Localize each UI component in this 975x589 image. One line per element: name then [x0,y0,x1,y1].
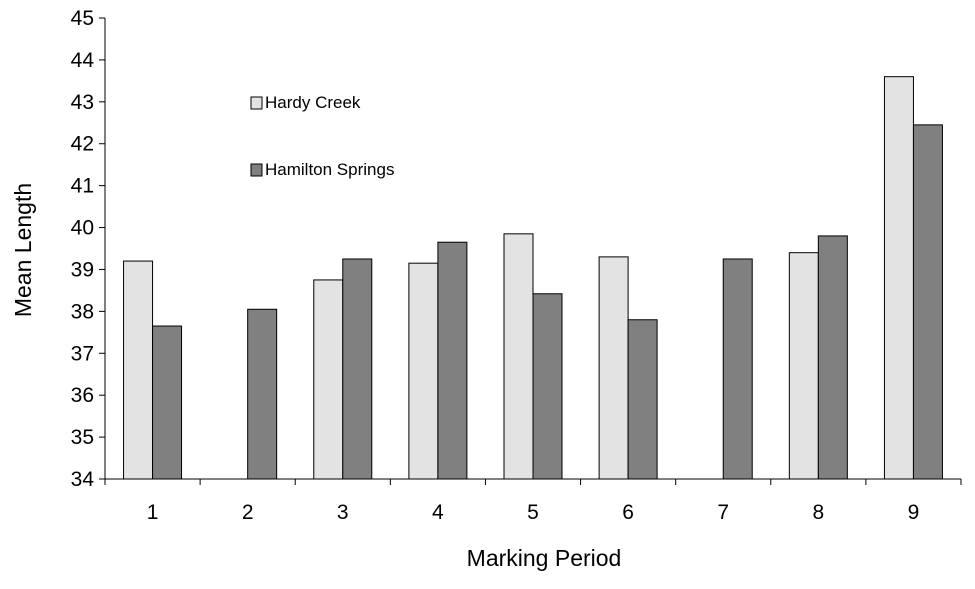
y-tick-label: 38 [71,300,94,323]
bar-hamilton-springs-period-8 [817,235,848,480]
bar-hamilton-springs-period-1 [152,325,183,480]
y-tick-label: 45 [71,7,94,30]
bar-hardy-creek-period-3 [313,279,344,480]
y-tick-label: 39 [71,258,94,281]
bar-hardy-creek-period-6 [598,256,629,480]
x-tick-label: 9 [908,501,920,524]
legend-swatch-hamilton-springs [250,163,263,177]
bar-hardy-creek-period-4 [408,262,439,480]
bar-hamilton-springs-period-2 [247,308,278,480]
x-tick-label: 5 [527,501,539,524]
bar-hamilton-springs-period-3 [342,258,373,480]
y-tick-label: 40 [71,217,94,240]
bar-hamilton-springs-period-5 [532,293,563,480]
bar-hardy-creek-period-1 [123,260,154,480]
bar-hardy-creek-period-9 [883,76,914,480]
bar-hamilton-springs-period-9 [912,124,943,480]
bar-hamilton-springs-period-6 [627,319,658,480]
legend: Hardy Creek Hamilton Springs [250,93,394,179]
x-axis-title: Marking Period [467,545,622,571]
y-tick-label: 36 [71,384,94,407]
x-tick-label: 8 [812,501,824,524]
legend-swatch-hardy-creek [250,96,263,110]
y-tick-label: 42 [71,133,94,156]
x-tick-label: 3 [337,501,349,524]
y-tick-label: 37 [71,342,94,365]
x-tick-label: 6 [622,501,634,524]
axes-layer [104,18,961,480]
legend-label-hamilton-springs: Hamilton Springs [265,160,394,179]
bar-hardy-creek-period-5 [503,233,534,480]
y-tick-label: 44 [71,49,95,72]
y-tick-label: 41 [71,175,94,198]
y-tick-label: 43 [71,91,94,114]
bar-hamilton-springs-period-7 [722,258,753,480]
y-tick-label: 35 [71,426,94,449]
bar-hardy-creek-period-8 [788,252,819,480]
x-tick-label: 4 [432,501,444,524]
y-axis-title: Mean Length [10,183,36,317]
x-tick-label: 7 [717,501,729,524]
y-tick-label: 34 [71,468,95,491]
x-tick-label: 1 [147,501,159,524]
x-tick-label: 2 [242,501,254,524]
bar-hamilton-springs-period-4 [437,241,468,480]
bars-layer [123,76,943,480]
legend-label-hardy-creek: Hardy Creek [265,93,361,112]
